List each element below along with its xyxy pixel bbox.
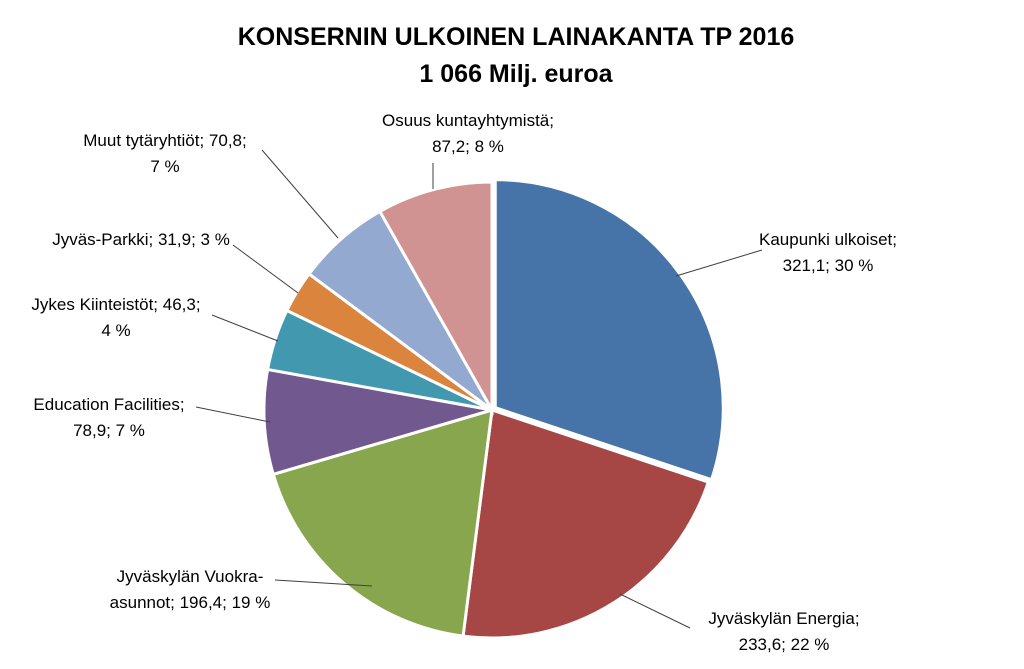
pie-slice-education-facilities xyxy=(262,367,493,477)
leader-line-jyvaskylan-vuokra-asunnot xyxy=(274,579,373,587)
pie-slices xyxy=(262,178,725,640)
slice-label-line: 233,6; 22 % xyxy=(739,635,830,654)
slice-label-line: Kaupunki ulkoiset; xyxy=(759,230,897,249)
slice-label-osuus-kuntayhtymista: Osuus kuntayhtymistä; 87,2; 8 % xyxy=(382,111,554,156)
slice-label-line: Jyväskylän Vuokra- xyxy=(117,567,264,586)
slice-label-muut-tytaryhtiot: Muut tytäryhtiöt; 70,8; 7 % xyxy=(83,131,246,176)
pie-slice-jyvaskylan-energia xyxy=(461,408,711,640)
slice-label-line: Jykes Kiinteistöt; 46,3; xyxy=(31,295,200,314)
slice-label-line: Jyväskylän Energia; xyxy=(708,609,859,628)
chart-subtitle: 1 066 Milj. euroa xyxy=(419,60,613,88)
slice-label-jyvaskylan-energia: Jyväskylän Energia; 233,6; 22 % xyxy=(708,609,859,654)
slice-label-line: Jyväs-Parkki; 31,9; 3 % xyxy=(52,230,230,249)
slice-label-line: 78,9; 7 % xyxy=(73,421,145,440)
slice-label-line: Muut tytäryhtiöt; 70,8; xyxy=(83,131,246,150)
pie-slice-jyvaskylan-vuokra-asunnot xyxy=(271,407,494,638)
slice-label-jyvaskylan-vuokra-asunnot: Jyväskylän Vuokra-asunnot; 196,4; 19 % xyxy=(110,567,271,612)
slice-label-line: 4 % xyxy=(101,321,130,340)
leader-line-education-facilities xyxy=(195,406,271,423)
slice-label-line: Education Facilities; xyxy=(33,395,184,414)
slice-label-jyvas-parkki: Jyväs-Parkki; 31,9; 3 % xyxy=(52,230,230,249)
leader-line-jykes-kiinteistot xyxy=(211,314,279,342)
slice-labels: Kaupunki ulkoiset; 321,1; 30 % Jyväskylän … xyxy=(31,111,897,654)
slice-label-kaupunki-ulkoiset: Kaupunki ulkoiset; 321,1; 30 % xyxy=(759,230,897,275)
chart-title: KONSERNIN ULKOINEN LAINAKANTA TP 2016 xyxy=(238,23,795,51)
pie-slice-osuus-kuntayhtymista xyxy=(377,180,494,416)
slice-label-line: 87,2; 8 % xyxy=(432,137,504,156)
slice-label-education-facilities: Education Facilities; 78,9; 7 % xyxy=(33,395,184,440)
leader-line-jyvaskylan-energia xyxy=(619,593,691,629)
leader-lines xyxy=(195,149,763,629)
slice-label-line: 321,1; 30 % xyxy=(783,256,874,275)
leader-line-muut-tytaryhtiot xyxy=(261,149,339,239)
slice-label-line: Osuus kuntayhtymistä; xyxy=(382,111,554,130)
leader-line-kaupunki-ulkoiset xyxy=(675,249,763,277)
slice-label-jykes-kiinteistot: Jykes Kiinteistöt; 46,3; 4 % xyxy=(31,295,200,340)
slice-label-line: asunnot; 196,4; 19 % xyxy=(110,593,271,612)
leader-line-jyvas-parkki xyxy=(232,244,299,294)
slice-label-line: 7 % xyxy=(150,157,179,176)
